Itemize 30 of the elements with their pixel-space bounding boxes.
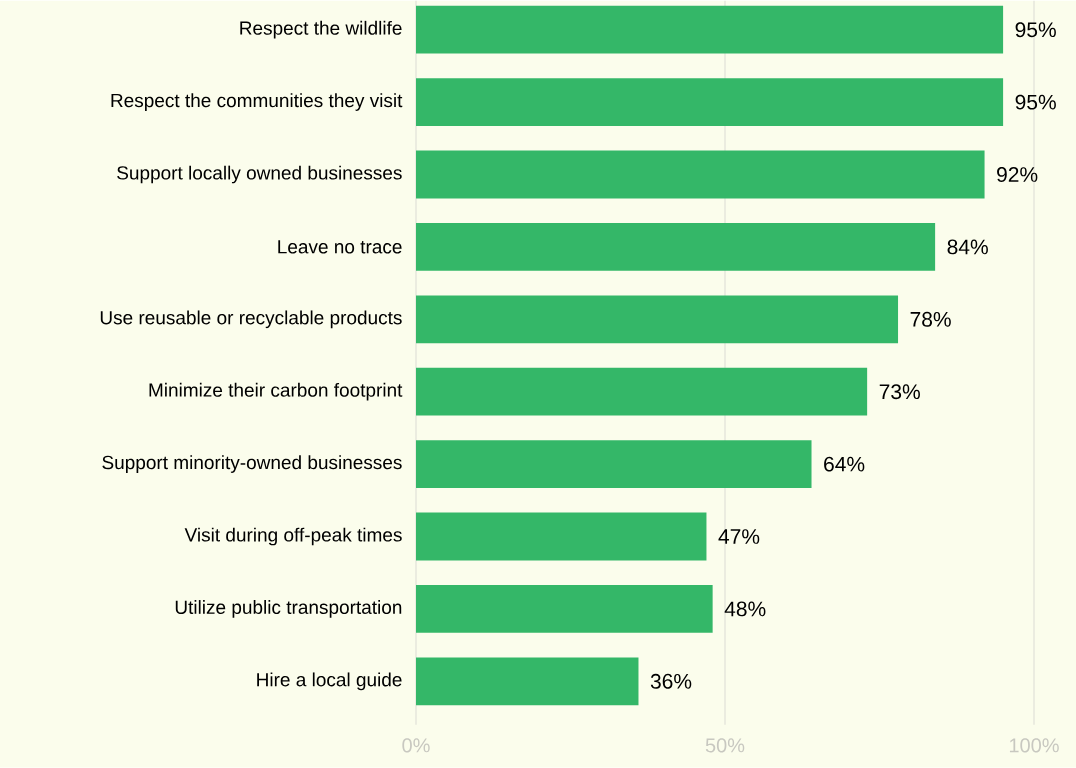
data-label: 47% <box>718 529 760 544</box>
bar <box>416 657 639 706</box>
y-tick-label: Support minority-owned businesses <box>102 455 402 474</box>
y-tick-label: Minimize their carbon footprint <box>149 382 403 401</box>
y-tick-label: Visit during off-peak times <box>184 527 402 546</box>
data-label: 48% <box>724 601 766 617</box>
bar <box>416 150 985 199</box>
y-tick-label: Support locally owned businesses <box>117 165 402 184</box>
y-tick-label: Respect the wildlife <box>240 20 402 39</box>
data-label: 64% <box>824 456 865 472</box>
bar <box>416 585 713 633</box>
bar <box>416 512 707 561</box>
data-label: 95% <box>1015 94 1056 110</box>
bar <box>416 295 899 344</box>
bar <box>416 5 1004 54</box>
bar <box>416 78 1004 127</box>
y-tick-label: Use reusable or recyclable products <box>100 310 402 329</box>
data-label: 92% <box>997 167 1038 183</box>
y-tick-label: Utilize public transportation <box>175 600 402 618</box>
bar <box>416 367 868 416</box>
bar <box>416 440 812 489</box>
data-label: 73% <box>879 384 920 400</box>
y-tick-label: Leave no trace <box>278 240 402 254</box>
y-tick-label: Hire a local guide <box>257 672 402 691</box>
y-tick-label: Respect the communities they visit <box>111 93 403 112</box>
data-label: 84% <box>947 239 988 255</box>
data-label: 36% <box>650 673 692 689</box>
data-label: 78% <box>910 312 951 327</box>
data-label: 95% <box>1015 22 1056 38</box>
bar <box>416 223 936 271</box>
